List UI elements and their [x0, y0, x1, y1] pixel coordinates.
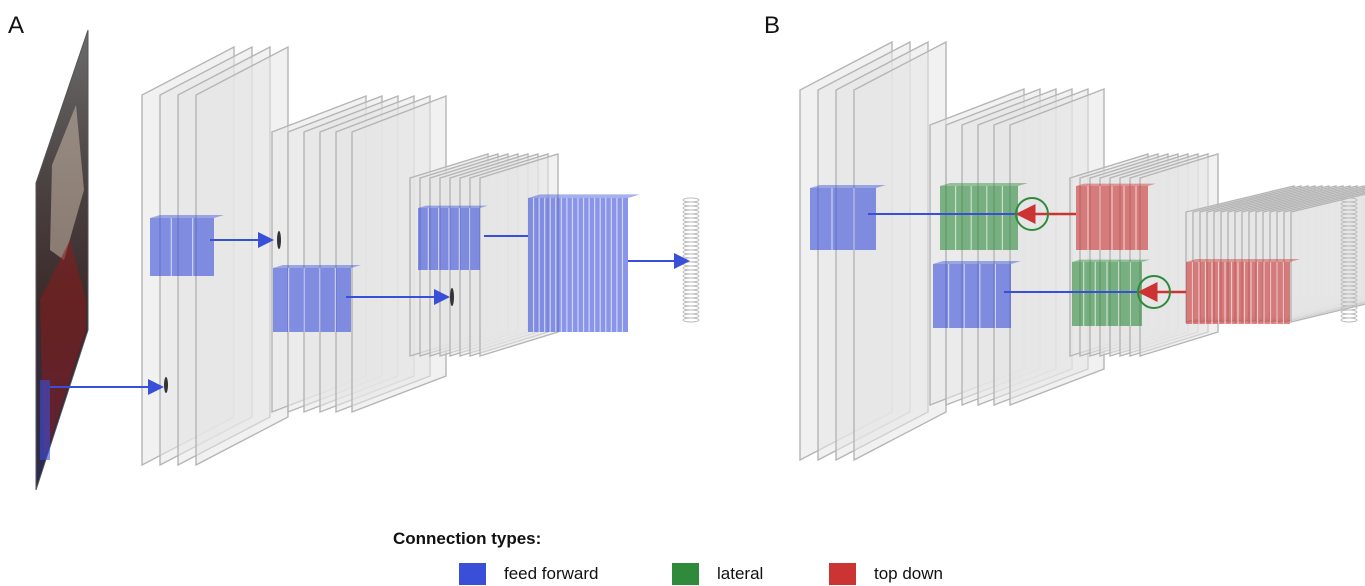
output-unit [682, 221, 700, 227]
output-unit [682, 245, 700, 251]
lateral-recurrence-circle [1137, 275, 1171, 309]
legend-swatch-feed-forward [459, 563, 486, 585]
top-down-block-top [1186, 259, 1300, 262]
panel-label-b: B [764, 12, 781, 39]
layer-4-planes [1185, 185, 1365, 324]
feed-forward-block-front [810, 188, 876, 250]
output-unit [1340, 317, 1358, 323]
output-unit [682, 241, 700, 247]
output-unit [682, 301, 700, 307]
output-unit [682, 217, 700, 223]
output-unit [682, 297, 700, 303]
output-unit [682, 305, 700, 311]
layer-3-planes [1069, 153, 1219, 357]
output-unit [682, 261, 700, 267]
output-unit [682, 253, 700, 259]
legend-item-top-down: top down [829, 563, 943, 585]
feed-forward-block [273, 265, 361, 332]
layer-1-planes [799, 40, 947, 462]
legend-swatch-lateral [672, 563, 699, 585]
layer-2-planes [271, 94, 447, 414]
lateral-block [1072, 259, 1150, 326]
output-unit [682, 225, 700, 231]
output-unit [682, 213, 700, 219]
output-unit [1340, 313, 1358, 319]
output-unit [682, 313, 700, 319]
feed-forward-block-front [150, 218, 214, 276]
receptive-field-marker [450, 288, 454, 306]
feed-forward-block [528, 194, 640, 332]
lateral-recurrence-circle [1015, 197, 1049, 231]
feed-forward-block [810, 185, 886, 250]
top-down-block-top [1076, 183, 1156, 186]
output-unit [682, 309, 700, 315]
output-unit [682, 209, 700, 215]
lateral-block [940, 183, 1028, 250]
legend-item-lateral: lateral [672, 563, 763, 585]
feed-forward-block-top [528, 194, 640, 198]
feed-forward-block [418, 205, 488, 270]
feed-forward-block-front [273, 268, 351, 332]
top-down-block [1076, 183, 1156, 250]
output-unit [682, 249, 700, 255]
output-units [1340, 197, 1358, 323]
lateral-block-top [1072, 259, 1150, 262]
output-unit [682, 201, 700, 207]
legend-item-feed-forward: feed forward [459, 563, 599, 585]
output-unit [682, 197, 700, 203]
panel-b [799, 40, 1365, 462]
output-unit [682, 289, 700, 295]
output-unit [682, 265, 700, 271]
output-unit [682, 229, 700, 235]
feed-forward-block-front [933, 264, 1011, 328]
output-unit [1340, 309, 1358, 315]
legend-label-lateral: lateral [717, 564, 764, 583]
output-unit [682, 237, 700, 243]
legend-label-feed-forward: feed forward [504, 564, 599, 583]
panel-label-a: A [8, 12, 25, 39]
legend-swatch-top-down [829, 563, 856, 585]
input-image [35, 29, 89, 491]
layer-2-planes [929, 87, 1105, 407]
legend-label-top-down: top down [874, 564, 943, 583]
feed-forward-block-top [933, 261, 1021, 264]
legend-title: Connection types: [393, 529, 542, 548]
receptive-field-marker [277, 231, 281, 249]
layer-4-planes [528, 194, 640, 332]
output-unit [682, 277, 700, 283]
panel-a [35, 29, 700, 491]
output-unit [682, 293, 700, 299]
receptive-field-marker [164, 377, 168, 393]
feed-forward-block-top [273, 265, 361, 268]
output-unit [682, 285, 700, 291]
feed-forward-block-top [150, 215, 224, 218]
layer-1-planes [141, 45, 289, 467]
output-unit [682, 205, 700, 211]
lateral-block-top [940, 183, 1028, 186]
feed-forward-block-top [810, 185, 886, 188]
output-unit [682, 269, 700, 275]
output-unit [682, 317, 700, 323]
output-unit [682, 233, 700, 239]
top-down-block [1186, 259, 1300, 324]
output-unit [682, 281, 700, 287]
lateral-block-front [940, 186, 1018, 250]
feed-forward-block [933, 261, 1021, 328]
feed-forward-block-top [418, 205, 488, 208]
output-unit [682, 273, 700, 279]
feed-forward-block [150, 215, 224, 276]
